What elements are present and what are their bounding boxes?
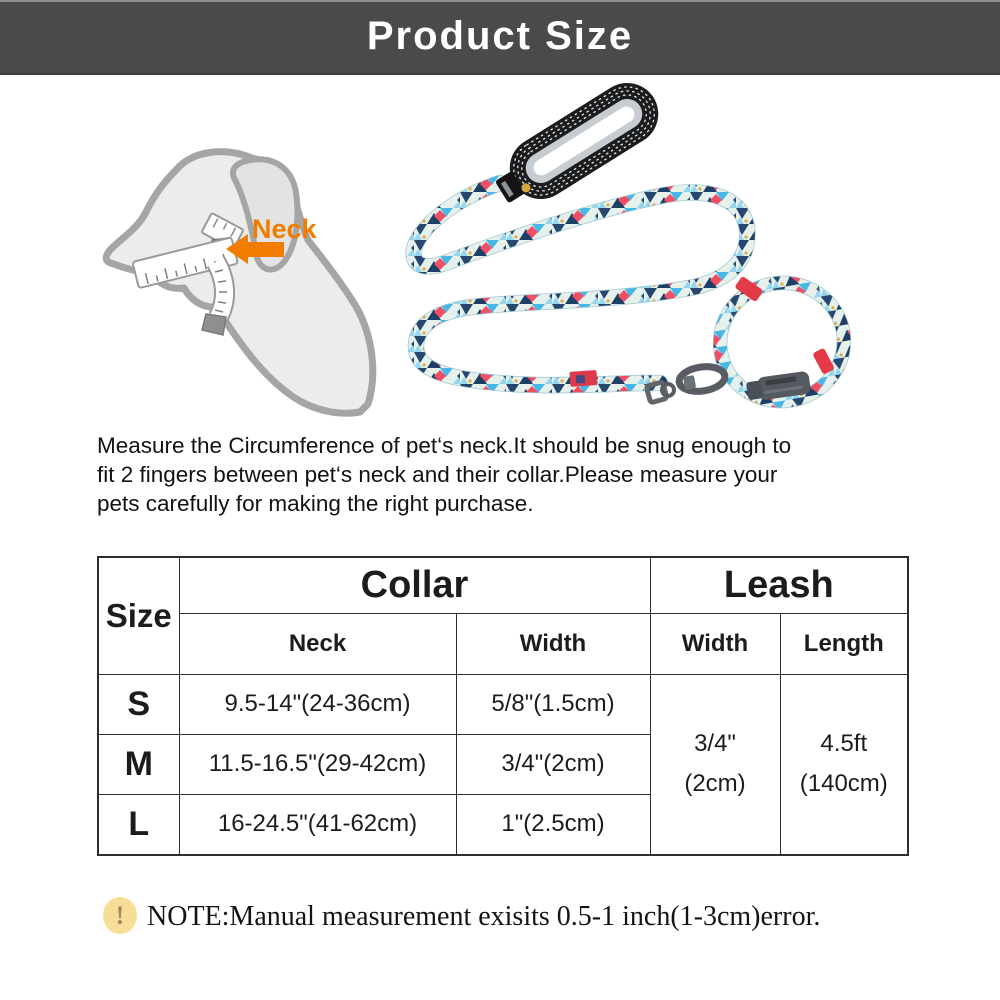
leash-group-header: Leash	[649, 556, 909, 614]
dog-ear	[230, 156, 301, 273]
collar-group-header: Collar	[178, 556, 651, 614]
dog-silhouette	[102, 148, 377, 417]
page-title: Product Size	[366, 14, 634, 58]
note-text: NOTE:Manual measurement exisits 0.5-1 in…	[147, 901, 821, 932]
measure-instructions: Measure the Circumference of pet‘s neck.…	[97, 431, 942, 518]
collar-slider-right	[813, 348, 834, 374]
collar-ring	[712, 275, 852, 409]
neck-l: 16-24.5"(41-62cm)	[178, 793, 457, 856]
leash-collar-photo	[405, 82, 852, 409]
size-m: M	[97, 733, 180, 795]
size-table-wrap: Size Collar Leash Neck Width Width Lengt…	[97, 556, 910, 856]
size-corner-header: Size	[97, 556, 180, 675]
collar-slider-top	[735, 276, 763, 302]
size-l: L	[97, 793, 180, 856]
leash-strap	[405, 174, 756, 394]
collar-buckle	[746, 371, 811, 400]
leash-label-tag	[569, 370, 598, 387]
tape-clip-bottom	[201, 313, 227, 336]
col-header-leash-length: Length	[779, 612, 909, 675]
width-l: 1"(2.5cm)	[455, 793, 651, 856]
snap-hook	[644, 363, 729, 405]
col-header-collar-width: Width	[455, 612, 651, 675]
neck-m: 11.5-16.5"(29-42cm)	[178, 733, 457, 795]
warning-icon: !	[103, 897, 137, 934]
neck-label: Neck	[252, 214, 318, 244]
width-s: 5/8"(1.5cm)	[455, 673, 651, 735]
leash-handle	[495, 82, 659, 203]
size-s: S	[97, 673, 180, 735]
table-row-s: S 9.5-14"(24-36cm) 5/8"(1.5cm) 3/4" (2cm…	[97, 673, 909, 856]
instruction-line: Measure the Circumference of pet‘s neck.…	[97, 433, 792, 458]
leash-length-value: 4.5ft (140cm)	[779, 673, 909, 856]
col-header-leash-width: Width	[649, 612, 781, 675]
handle-connector	[495, 171, 525, 203]
col-header-neck: Neck	[178, 612, 457, 675]
neck-arrow-icon	[226, 234, 284, 264]
table-row-columns: Neck Width Width Length	[98, 612, 909, 675]
neck-s: 9.5-14"(24-36cm)	[178, 673, 457, 735]
table-row-l: L 16-24.5"(41-62cm) 1"(2.5cm)	[97, 793, 908, 856]
title-bar: Product Size	[0, 0, 1000, 75]
leash-width-value: 3/4" (2cm)	[649, 673, 781, 856]
instruction-line: fit 2 fingers between pet‘s neck and the…	[97, 462, 778, 487]
handle-rivet	[521, 183, 531, 193]
instruction-line: pets carefully for making the right purc…	[97, 491, 534, 516]
width-m: 3/4"(2cm)	[455, 733, 651, 795]
table-row-groups: Size Collar Leash	[97, 556, 909, 675]
dog-measure-diagram: Neck	[102, 148, 377, 417]
size-table: Size Collar Leash Neck Width Width Lengt…	[97, 556, 910, 856]
